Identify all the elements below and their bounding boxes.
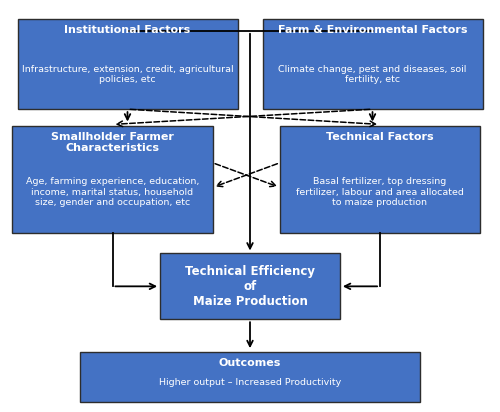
Text: Technical Factors: Technical Factors <box>326 132 434 142</box>
Text: Basal fertilizer, top dressing
fertilizer, labour and area allocated
to maize pr: Basal fertilizer, top dressing fertilize… <box>296 177 464 207</box>
Text: Climate change, pest and diseases, soil
fertility, etc: Climate change, pest and diseases, soil … <box>278 65 466 84</box>
Text: Infrastructure, extension, credit, agricultural
policies, etc: Infrastructure, extension, credit, agric… <box>22 65 234 84</box>
FancyBboxPatch shape <box>160 253 340 319</box>
Text: Smallholder Farmer
Characteristics: Smallholder Farmer Characteristics <box>51 132 174 153</box>
FancyBboxPatch shape <box>80 352 420 402</box>
Text: Farm & Environmental Factors: Farm & Environmental Factors <box>278 25 467 35</box>
Text: Outcomes: Outcomes <box>219 358 281 368</box>
Text: Institutional Factors: Institutional Factors <box>64 25 190 35</box>
Text: Age, farming experience, education,
income, marital status, household
size, gend: Age, farming experience, education, inco… <box>26 177 199 207</box>
Text: Higher output – Increased Productivity: Higher output – Increased Productivity <box>159 378 341 387</box>
FancyBboxPatch shape <box>262 19 482 109</box>
FancyBboxPatch shape <box>18 19 237 109</box>
Text: Technical Efficiency
of
Maize Production: Technical Efficiency of Maize Production <box>185 265 315 308</box>
FancyBboxPatch shape <box>12 126 212 233</box>
FancyBboxPatch shape <box>280 126 480 233</box>
